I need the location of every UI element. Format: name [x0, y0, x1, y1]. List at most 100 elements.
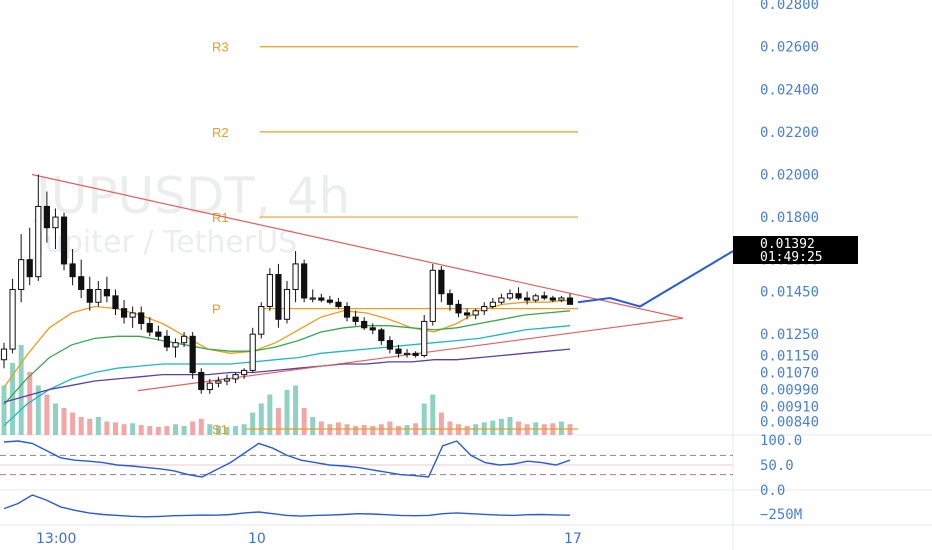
volume-bar: [516, 421, 522, 435]
candle-body: [283, 288, 291, 320]
candle-body: [163, 335, 171, 348]
volume-bar: [233, 426, 239, 435]
volume-bar: [301, 408, 307, 435]
candle-body: [326, 299, 333, 303]
candle-body: [343, 305, 351, 318]
volume-bar: [147, 426, 153, 435]
current-price-label: 0.01392 01:49:25: [733, 236, 858, 265]
trendline-lower: [137, 317, 684, 392]
macd-scale-label: −250M: [760, 507, 802, 523]
rsi-scale-label: 100.0: [760, 433, 802, 449]
volume-bar: [250, 412, 256, 435]
volume-bar: [207, 424, 213, 435]
volume-bar: [35, 385, 41, 435]
candle-body: [9, 288, 16, 350]
y-tick-label: 0.02600: [760, 40, 819, 56]
candle-body: [438, 269, 445, 295]
volume-bar: [198, 418, 204, 435]
volume-bar: [464, 426, 470, 435]
candle-body: [86, 288, 93, 303]
volume-bar: [318, 421, 324, 435]
candle-body: [189, 335, 196, 374]
candle-body: [541, 295, 548, 299]
volume-bar: [507, 417, 513, 435]
x-tick-label: 17: [564, 531, 582, 547]
volume-bar: [190, 421, 196, 435]
watermark-name: Jupiter / TetherUS: [34, 225, 297, 260]
candle-body: [18, 259, 25, 290]
volume-bar: [438, 412, 444, 435]
y-tick-label: 0.00990: [760, 383, 819, 399]
volume-bar: [130, 423, 136, 435]
candles: [0, 174, 574, 394]
candle-body: [60, 216, 68, 265]
volume-bar: [44, 394, 50, 435]
y-tick-label: 0.01450: [760, 285, 819, 301]
volume-bar: [173, 424, 179, 435]
candle-body: [215, 380, 222, 384]
volume-bar: [87, 418, 93, 435]
y-tick-label: 0.00910: [760, 400, 819, 416]
candle-body: [198, 372, 205, 391]
moving-average-line: [3, 310, 571, 405]
candle-body: [455, 303, 462, 314]
volume-bar: [404, 425, 410, 435]
y-axis-ticks: 0.02800 0.02600 0.02400 0.02200 0.02000 0.018…: [760, 0, 819, 430]
volume-bar: [27, 372, 33, 435]
candle-body: [120, 308, 128, 318]
volume-bar: [224, 426, 230, 435]
volume-bar: [490, 420, 496, 435]
candle-body: [241, 369, 248, 376]
volume-bar: [310, 417, 316, 435]
candle-body: [566, 297, 574, 305]
candle-body: [292, 263, 299, 290]
current-price-countdown: 01:49:25: [760, 250, 823, 265]
candle-body: [489, 301, 496, 307]
candle-body: [172, 342, 179, 348]
pivot-label: R2: [212, 125, 229, 140]
volume-bar: [181, 426, 187, 435]
volume-bar: [241, 424, 247, 435]
candle-body: [103, 288, 111, 297]
candle-body: [549, 297, 556, 301]
volume-bar: [10, 363, 16, 435]
candle-body: [155, 331, 162, 337]
candle-body: [481, 305, 488, 312]
candle-body: [206, 382, 213, 391]
candle-body: [369, 327, 376, 331]
moving-average-line: [3, 348, 571, 403]
candle-body: [412, 352, 419, 356]
candle-body: [515, 293, 522, 299]
volume-bar: [558, 421, 564, 435]
volume-bar: [498, 418, 504, 435]
y-tick-label: 0.01150: [760, 348, 819, 364]
y-tick-label: 0.02000: [760, 167, 819, 183]
volume-bar: [447, 421, 453, 435]
volume-bar: [361, 425, 367, 435]
candle-body: [463, 312, 471, 316]
candle-body: [52, 216, 59, 229]
candle-body: [78, 276, 85, 290]
current-price-box: [733, 236, 858, 264]
volume-bar: [215, 426, 221, 435]
volume-bar: [104, 421, 110, 435]
y-tick-label: 0.02200: [760, 125, 819, 141]
volume-bar: [258, 403, 264, 435]
candle-body: [0, 348, 8, 361]
pivot-label: R3: [212, 40, 229, 55]
candle-body: [429, 269, 436, 322]
candle-body: [69, 263, 76, 278]
candle-body: [395, 348, 402, 354]
pivot-label: P: [212, 302, 221, 317]
y-tick-label: 0.02400: [760, 82, 819, 98]
volume-bar: [155, 426, 161, 435]
volume-bar: [121, 424, 127, 435]
volume-bar: [387, 421, 393, 435]
candle-body: [249, 333, 256, 371]
y-tick-label: 0.01250: [760, 327, 819, 343]
candle-body: [223, 378, 231, 382]
candle-body: [318, 297, 325, 301]
volume-bar: [70, 412, 76, 435]
candle-body: [403, 352, 411, 356]
